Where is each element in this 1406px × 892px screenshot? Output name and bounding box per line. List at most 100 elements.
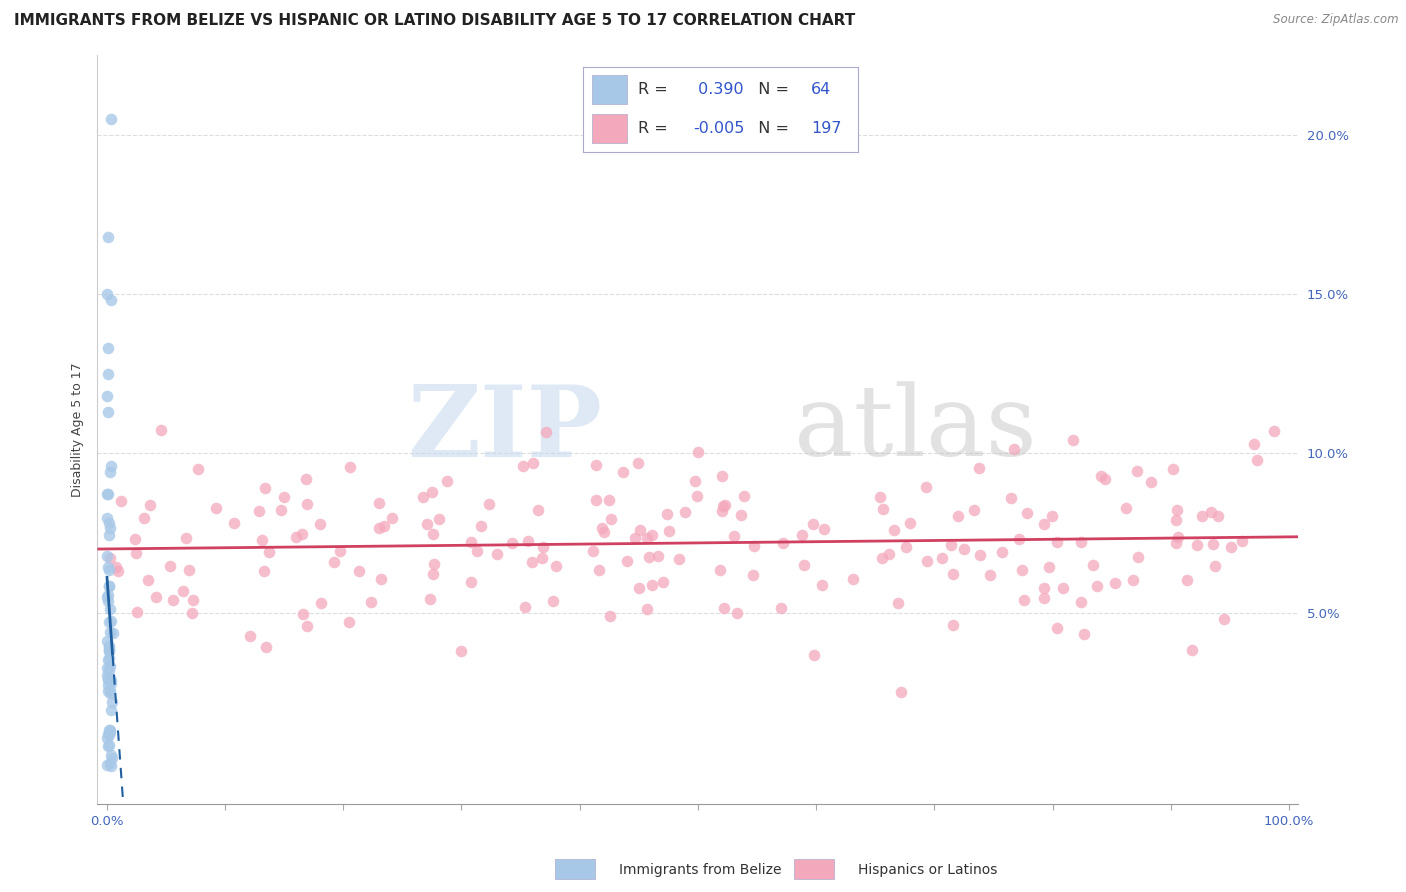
Point (655, 507, 678, 521)
Point (96, 661, 118, 675)
Point (96, 758, 118, 772)
Point (97, 644, 120, 658)
Point (623, 531, 645, 545)
Point (711, 469, 734, 483)
Point (513, 599, 536, 614)
Point (222, 516, 245, 531)
Point (101, 626, 124, 640)
Point (98, 521, 121, 535)
Point (1033, 591, 1056, 606)
Point (98, 682, 121, 697)
Point (647, 549, 669, 563)
Point (367, 521, 389, 535)
Point (534, 425, 557, 439)
Point (637, 532, 659, 546)
Point (97, 678, 120, 692)
Point (347, 564, 370, 578)
Point (187, 461, 209, 475)
Point (915, 480, 938, 494)
Point (628, 581, 651, 595)
Point (869, 490, 891, 504)
Point (97, 486, 120, 500)
Point (990, 544, 1012, 558)
Point (174, 531, 197, 545)
Point (522, 456, 544, 470)
Point (501, 536, 523, 550)
Point (711, 500, 734, 514)
Point (285, 530, 308, 544)
Point (97, 560, 120, 574)
Point (96, 511, 118, 525)
Point (967, 460, 990, 475)
Point (96, 341, 118, 355)
Point (247, 503, 270, 517)
Point (1161, 462, 1184, 476)
Text: 197: 197 (811, 121, 842, 136)
Point (1070, 595, 1092, 609)
Point (803, 648, 825, 662)
Point (1073, 626, 1095, 640)
Text: IMMIGRANTS FROM BELIZE VS HISPANIC OR LATINO DISABILITY AGE 5 TO 17 CORRELATION : IMMIGRANTS FROM BELIZE VS HISPANIC OR LA… (14, 13, 855, 29)
Text: ZIP: ZIP (406, 381, 602, 478)
Point (673, 505, 696, 519)
Point (101, 751, 124, 765)
Point (1166, 503, 1188, 517)
Point (710, 504, 733, 518)
Text: N =: N = (748, 121, 794, 136)
Point (1191, 509, 1213, 524)
Point (733, 489, 755, 503)
Point (946, 508, 969, 523)
Point (742, 539, 765, 553)
Point (627, 456, 650, 470)
Point (1007, 532, 1029, 546)
Point (239, 629, 262, 643)
Point (100, 673, 122, 688)
Point (1263, 424, 1285, 438)
Point (412, 490, 434, 504)
Text: 64: 64 (811, 82, 831, 97)
Point (793, 558, 815, 572)
Point (98, 723, 121, 738)
Point (478, 497, 501, 511)
Point (323, 555, 346, 569)
Point (811, 578, 834, 592)
Point (96, 668, 118, 682)
Point (337, 615, 360, 630)
Point (741, 567, 763, 582)
Point (98, 563, 121, 577)
Point (297, 497, 319, 511)
Text: Immigrants from Belize: Immigrants from Belize (619, 863, 782, 877)
Point (713, 499, 735, 513)
Point (97, 639, 120, 653)
Point (309, 517, 332, 532)
Point (963, 502, 986, 516)
Point (97, 738, 120, 752)
Point (125, 546, 148, 560)
Point (1185, 538, 1208, 552)
Point (98, 686, 121, 700)
Point (915, 553, 938, 567)
Point (136, 573, 159, 587)
Point (124, 532, 146, 546)
Point (97, 588, 120, 602)
Point (97, 672, 120, 686)
Point (612, 466, 634, 480)
Text: Source: ZipAtlas.com: Source: ZipAtlas.com (1274, 13, 1399, 27)
Point (939, 538, 962, 552)
Point (1126, 464, 1149, 478)
Point (422, 526, 444, 541)
Point (159, 559, 181, 574)
Point (422, 485, 444, 500)
Point (652, 574, 675, 589)
Point (1052, 581, 1074, 595)
Point (422, 567, 444, 582)
Point (593, 524, 616, 539)
Point (879, 547, 901, 561)
Point (969, 548, 991, 562)
Point (1085, 578, 1108, 592)
Point (460, 575, 482, 590)
Point (96, 634, 118, 648)
Point (585, 458, 607, 473)
Text: 0.390: 0.390 (693, 82, 744, 97)
Point (100, 293, 122, 308)
